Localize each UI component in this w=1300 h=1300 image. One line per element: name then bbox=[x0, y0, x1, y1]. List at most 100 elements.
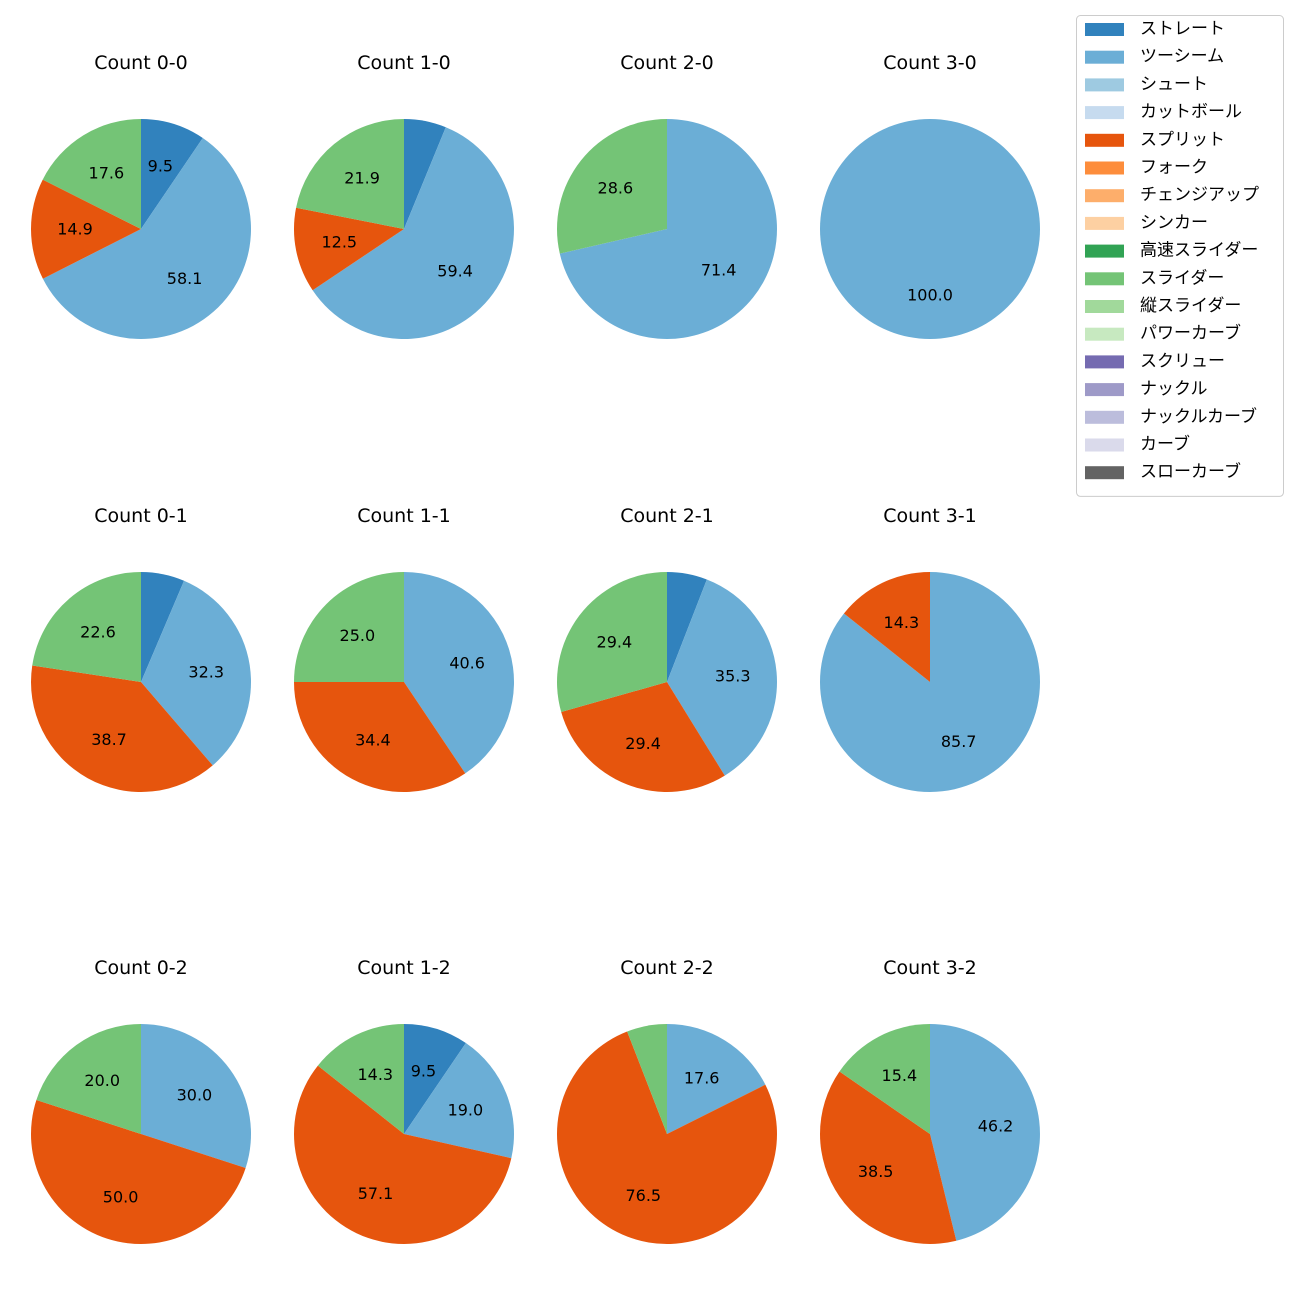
legend-swatch bbox=[1085, 216, 1124, 230]
slice-label: 71.4 bbox=[701, 261, 737, 280]
legend-swatch bbox=[1085, 383, 1124, 397]
pie-slice bbox=[294, 682, 466, 793]
pie-slice bbox=[141, 119, 203, 229]
pie-slice bbox=[294, 1065, 512, 1245]
legend-label: スクリュー bbox=[1140, 351, 1225, 371]
legend-label: フォーク bbox=[1140, 158, 1208, 178]
pie-title: Count 1-1 bbox=[357, 505, 451, 527]
pie-title: Count 1-0 bbox=[357, 52, 451, 74]
slice-label: 20.0 bbox=[84, 1071, 120, 1090]
legend-label: スプリット bbox=[1140, 130, 1225, 150]
legend-item: スプリット bbox=[1085, 130, 1225, 150]
slice-label: 28.6 bbox=[598, 178, 634, 197]
pie-5: Count 0-1 32.3 38.7 22.6 bbox=[31, 505, 252, 792]
legend-item: シンカー bbox=[1085, 213, 1208, 233]
legend-label: ナックルカーブ bbox=[1140, 406, 1257, 427]
pie-slice bbox=[36, 1024, 141, 1134]
pie-10: Count 1-2 9.5 19.0 57.1 14.3 bbox=[294, 957, 515, 1245]
pie-title: Count 3-0 bbox=[883, 52, 977, 74]
legend-swatch bbox=[1085, 106, 1124, 120]
pie-slice bbox=[559, 119, 777, 339]
pie-slice bbox=[141, 572, 185, 682]
slice-label: 100.0 bbox=[907, 286, 953, 305]
pie-11: Count 2-2 17.6 76.5 bbox=[556, 957, 777, 1244]
legend-item: カーブ bbox=[1085, 434, 1190, 455]
slice-label: 15.4 bbox=[882, 1066, 918, 1085]
pie-slice bbox=[31, 665, 213, 792]
legend-label: ツーシーム bbox=[1140, 47, 1224, 67]
legend-swatch bbox=[1085, 466, 1124, 480]
pie-2: Count 1-0 59.4 12.5 21.9 bbox=[293, 52, 514, 339]
pie-slice bbox=[404, 571, 515, 774]
pie-slice bbox=[312, 127, 514, 339]
pie-7: Count 2-1 35.3 29.4 29.4 bbox=[557, 505, 778, 792]
pie-title: Count 0-2 bbox=[94, 957, 188, 979]
pie-slice bbox=[667, 1024, 766, 1134]
pie-slice bbox=[404, 119, 446, 229]
pie-4: Count 3-0 100.0 bbox=[820, 52, 1040, 339]
pie-slice bbox=[843, 572, 930, 682]
legend-swatch bbox=[1085, 244, 1124, 258]
slice-label: 14.3 bbox=[357, 1065, 393, 1084]
pie-slice bbox=[317, 1024, 404, 1134]
pie-slice bbox=[294, 572, 404, 682]
pie-slice bbox=[404, 1043, 515, 1159]
pie-slice bbox=[627, 1024, 667, 1134]
legend-swatch bbox=[1085, 78, 1124, 92]
pie-title: Count 1-2 bbox=[357, 957, 451, 979]
slice-label: 34.4 bbox=[355, 731, 391, 750]
pie-title: Count 2-1 bbox=[620, 505, 714, 527]
pie-slice bbox=[820, 572, 1041, 792]
legend-item: スライダー bbox=[1085, 268, 1224, 288]
pie-slice bbox=[556, 1031, 777, 1244]
legend-label: カーブ bbox=[1140, 434, 1190, 455]
pie-12: Count 3-2 46.2 38.5 15.4 bbox=[819, 957, 1040, 1244]
legend-label: パワーカーブ bbox=[1140, 323, 1241, 344]
legend-swatch bbox=[1085, 300, 1124, 313]
pie-slice bbox=[839, 1023, 930, 1134]
pie-title: Count 3-2 bbox=[883, 957, 977, 979]
pie-slice bbox=[557, 572, 667, 713]
pie-slice bbox=[31, 179, 142, 279]
legend-label: カットボール bbox=[1140, 102, 1242, 122]
legend-label: シュート bbox=[1140, 74, 1208, 94]
slice-label: 22.6 bbox=[80, 622, 116, 641]
slice-label: 50.0 bbox=[103, 1187, 139, 1206]
legend-item: パワーカーブ bbox=[1085, 323, 1241, 344]
legend-item: ナックル bbox=[1085, 379, 1208, 399]
pie-title: Count 3-1 bbox=[883, 505, 977, 527]
legend-item: ストレート bbox=[1085, 19, 1225, 39]
legend-item: 縦スライダー bbox=[1085, 296, 1241, 316]
pie-slice bbox=[30, 1100, 246, 1245]
slice-label: 76.5 bbox=[625, 1186, 661, 1205]
slice-label: 17.6 bbox=[684, 1068, 720, 1087]
pie-3: Count 2-0 71.4 28.6 bbox=[556, 52, 777, 339]
slice-label: 9.5 bbox=[148, 156, 173, 175]
pie-slice bbox=[32, 572, 141, 682]
slice-label: 57.1 bbox=[358, 1184, 394, 1203]
pies-group: Count 0-0 9.5 58.1 14.9 17.6 Count 1-0 59.4 12.… bbox=[30, 52, 1041, 1245]
legend-label: スローカーブ bbox=[1140, 461, 1241, 482]
pie-slice bbox=[667, 572, 707, 682]
legend-label: 高速スライダー bbox=[1140, 241, 1258, 261]
pie-slice bbox=[561, 682, 725, 792]
pie-8: Count 3-1 85.7 14.3 bbox=[820, 505, 1041, 792]
legend-label: ナックル bbox=[1140, 379, 1208, 399]
legend-item: ナックルカーブ bbox=[1085, 406, 1257, 427]
slice-label: 29.4 bbox=[597, 633, 633, 652]
legend-swatch bbox=[1085, 410, 1124, 424]
pie-slice bbox=[556, 119, 667, 254]
pie-slice bbox=[141, 580, 252, 766]
slice-label: 35.3 bbox=[715, 667, 751, 686]
pie-title: Count 2-0 bbox=[620, 52, 714, 74]
legend-swatch bbox=[1085, 438, 1124, 452]
pie-9: Count 0-2 30.0 50.0 20.0 bbox=[30, 957, 252, 1245]
slice-label: 14.9 bbox=[57, 220, 93, 239]
legend: ストレートツーシームシュートカットボールスプリットフォークチェンジアップシンカー… bbox=[1076, 15, 1284, 497]
pie-slice bbox=[667, 579, 778, 776]
pie-slice bbox=[42, 119, 142, 229]
legend-item: フォーク bbox=[1085, 158, 1208, 178]
slice-label: 25.0 bbox=[340, 626, 376, 645]
pie-slice bbox=[819, 1071, 957, 1244]
